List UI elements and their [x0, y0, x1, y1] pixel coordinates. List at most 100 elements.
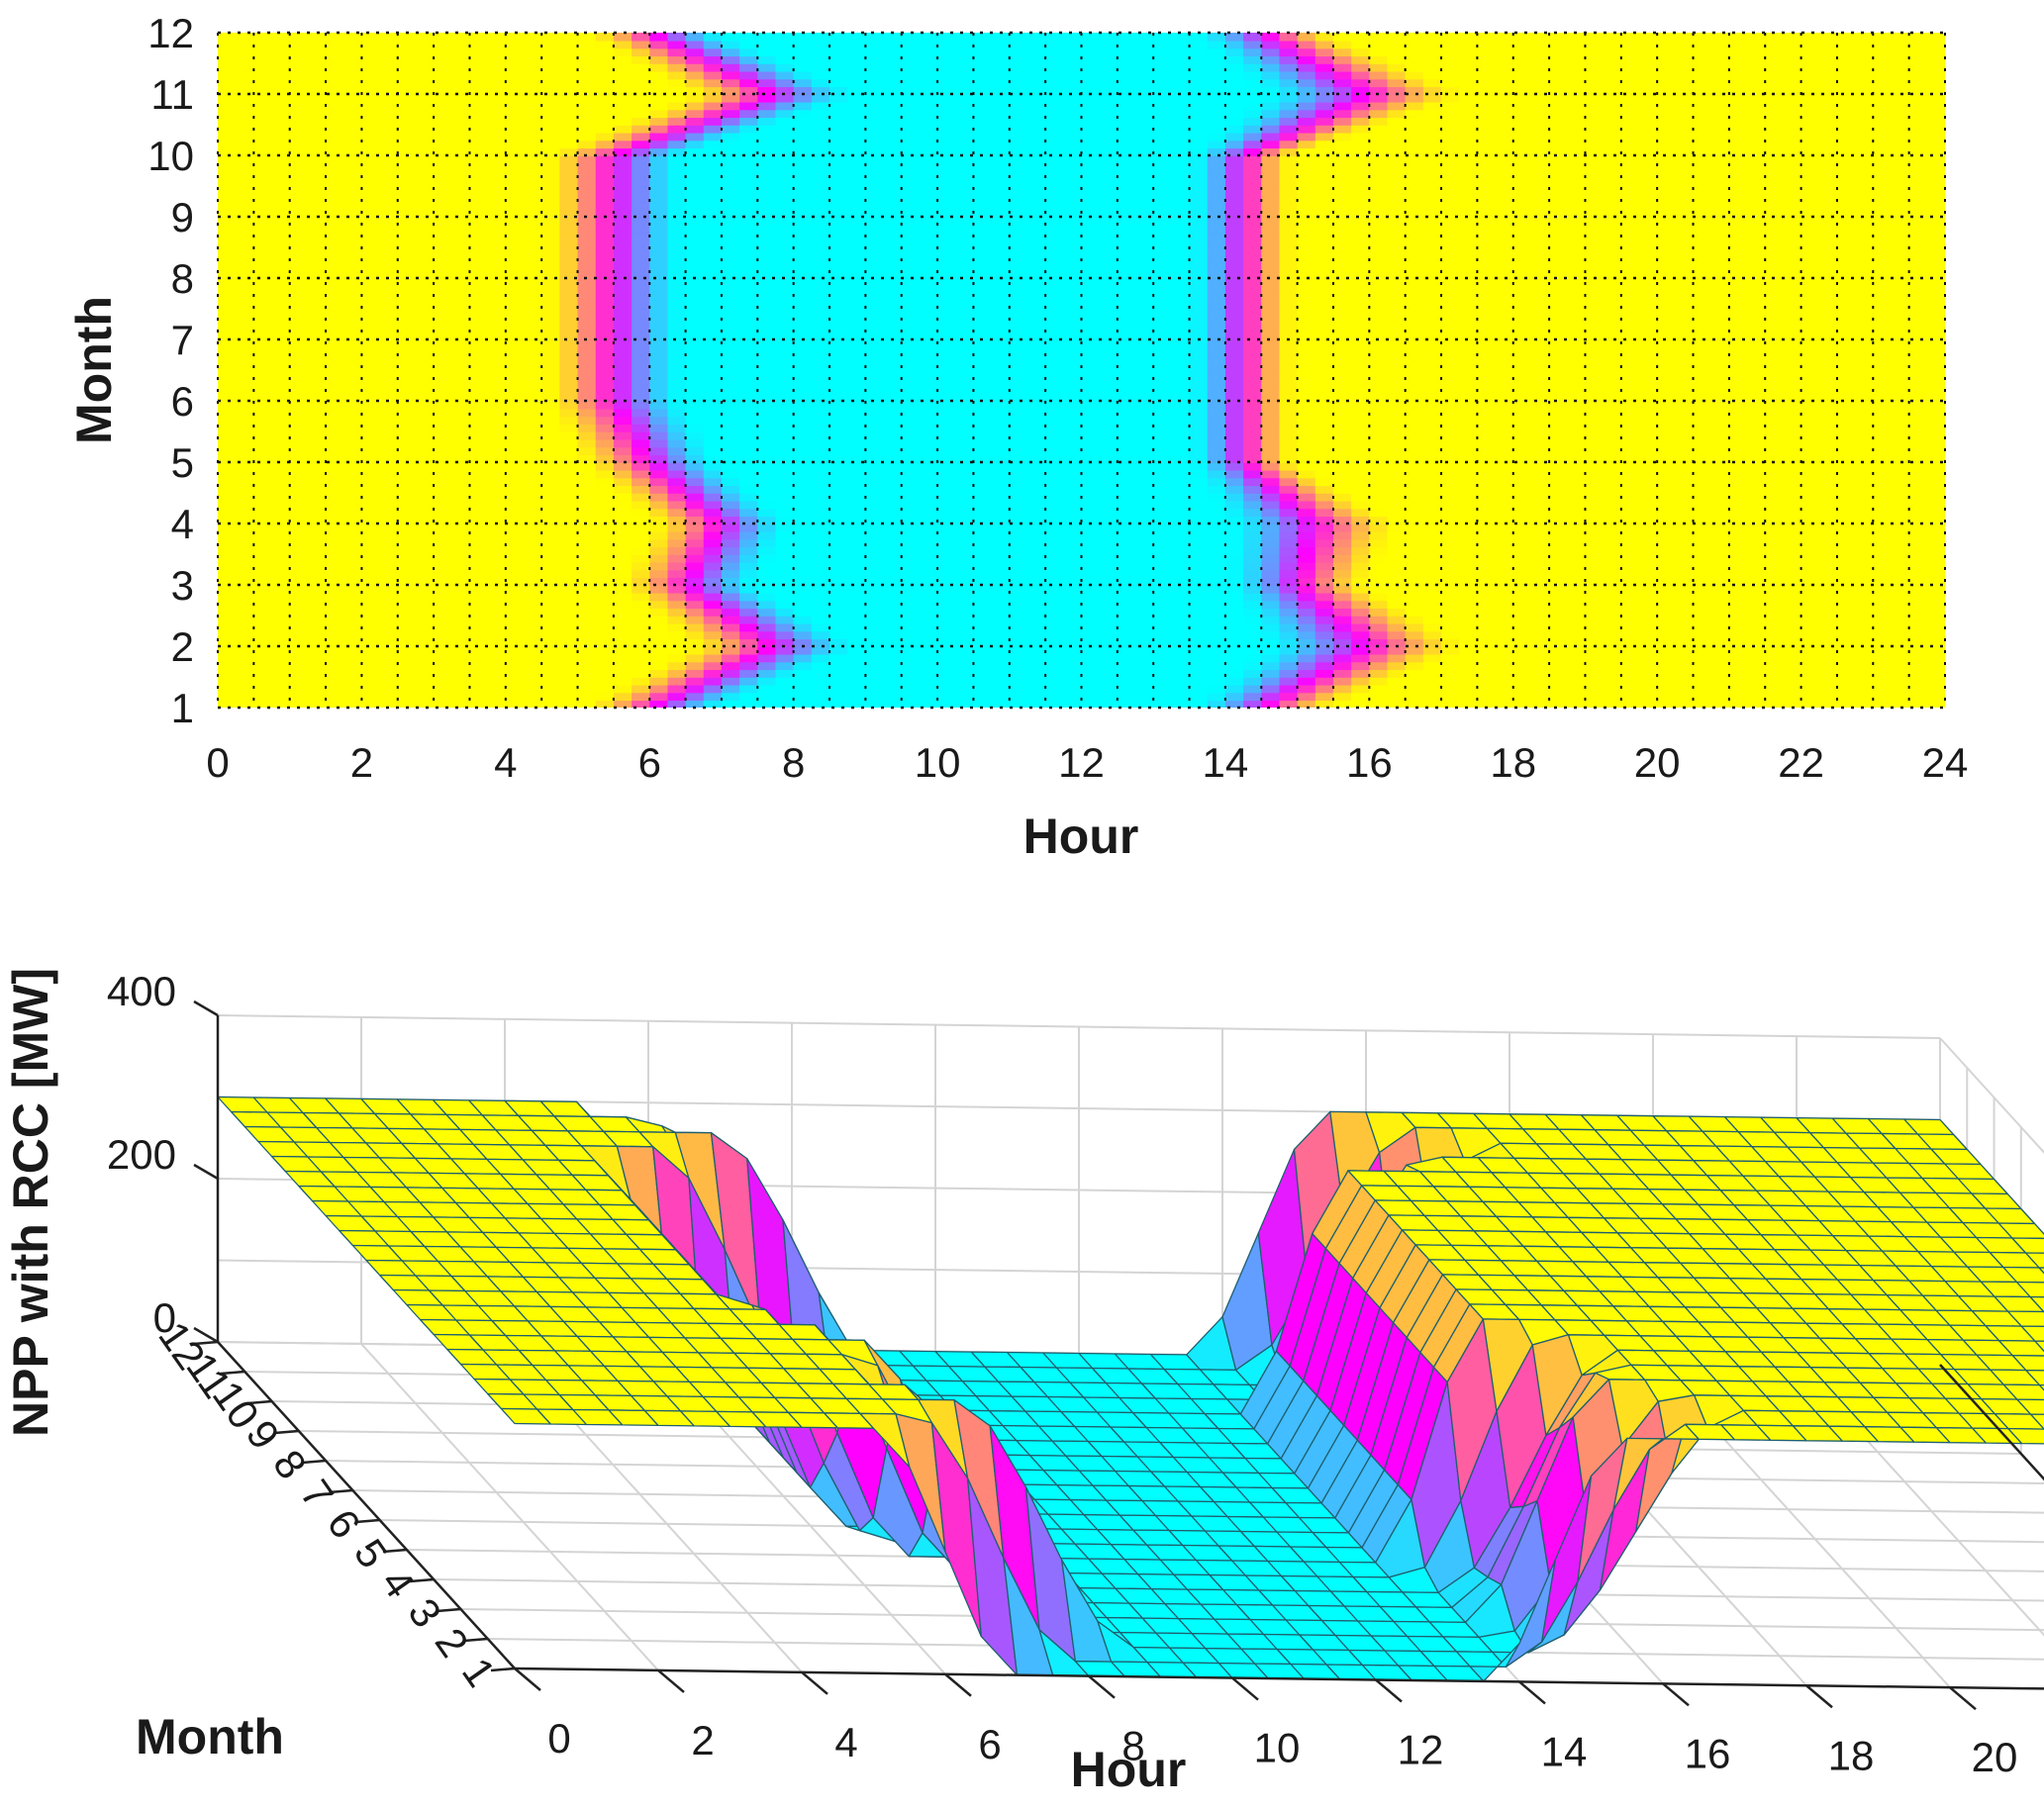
heatmap-cell [829, 530, 848, 540]
heatmap-cell [1009, 370, 1028, 379]
heatmap-cell [685, 516, 705, 524]
heatmap-cell [1297, 684, 1316, 694]
heatmap-cell [487, 569, 507, 579]
heatmap-cell [361, 377, 381, 387]
heatmap-cell [1710, 585, 1730, 594]
heatmap-cell [1728, 538, 1748, 548]
heatmap-cell [1405, 653, 1424, 663]
heatmap-cell [1783, 554, 1802, 563]
heatmap-cell [703, 438, 723, 448]
heatmap-cell [1765, 516, 1785, 524]
heatmap-cell [1926, 431, 1945, 440]
heatmap-cell [1045, 401, 1065, 410]
heatmap-cell [1675, 554, 1695, 563]
heatmap-cell [649, 616, 669, 624]
heatmap-cell [721, 516, 740, 524]
heatmap-cell [703, 469, 723, 479]
heatmap-cell [1728, 408, 1748, 418]
heatmap-cell [1603, 431, 1622, 440]
heatmap-cell [632, 638, 651, 647]
heatmap-cell [613, 669, 633, 678]
heatmap-cell [1189, 401, 1209, 410]
heatmap-cell [1549, 339, 1569, 348]
heatmap-cell [1135, 354, 1155, 364]
heatmap-cell [775, 431, 795, 440]
heatmap-cell [1351, 377, 1371, 387]
heatmap-cell [1495, 424, 1514, 432]
heatmap-cell [307, 393, 327, 402]
heatmap-cell [236, 700, 255, 708]
heatmap-cell [326, 346, 345, 356]
heatmap-cell [451, 530, 471, 540]
heatmap-cell [793, 354, 813, 364]
heatmap-cell [937, 462, 957, 471]
heatmap-cell [775, 669, 795, 678]
heatmap-cell [1387, 385, 1407, 395]
heatmap-cell [577, 677, 597, 686]
heatmap-cell [1710, 316, 1730, 326]
heatmap-cell [883, 538, 903, 548]
heatmap-cell [361, 408, 381, 418]
heatmap-cell [1620, 316, 1640, 326]
heatmap-cell [1495, 524, 1514, 532]
heatmap-cell [541, 462, 561, 471]
heatmap-cell [1405, 393, 1424, 402]
heatmap-cell [1153, 393, 1173, 402]
heatmap-cell [667, 309, 687, 318]
heatmap-cell [1207, 569, 1226, 579]
heatmap-cell [434, 446, 453, 456]
heatmap-cell [1314, 438, 1334, 448]
heatmap-cell [1675, 692, 1695, 702]
heatmap-cell [326, 684, 345, 694]
heatmap-cell [307, 653, 327, 663]
heatmap-cell [1422, 538, 1442, 548]
heatmap-cell [1710, 516, 1730, 524]
heatmap-cell [757, 377, 777, 387]
heatmap-cell [865, 393, 885, 402]
heatmap-cell [1135, 554, 1155, 563]
heatmap-cell [1891, 385, 1910, 395]
heatmap-cell [1477, 416, 1497, 426]
heatmap-cell [559, 346, 579, 356]
heatmap-cell [937, 638, 957, 647]
heatmap-cell [1405, 332, 1424, 340]
heatmap-cell [1891, 309, 1910, 318]
heatmap-cell [326, 585, 345, 594]
heatmap-cell [1620, 424, 1640, 432]
heatmap-cell [1045, 616, 1065, 624]
heatmap-cell [595, 332, 615, 340]
heatmap-cell [434, 677, 453, 686]
heatmap-cell [973, 669, 993, 678]
heatmap-cell [289, 608, 309, 617]
heatmap-cell [1765, 622, 1785, 632]
heatmap-cell [811, 469, 830, 479]
heatmap-cell [991, 316, 1011, 326]
heatmap-cell [1405, 630, 1424, 640]
heatmap-cell [955, 646, 975, 655]
heatmap-cell [1351, 638, 1371, 647]
heatmap-cell [937, 324, 957, 333]
heatmap-cell [1567, 469, 1587, 479]
heatmap-cell [1135, 438, 1155, 448]
heatmap-cell [1891, 585, 1910, 594]
heatmap-cell [1620, 493, 1640, 502]
heatmap-cell [524, 646, 542, 655]
heatmap-cell [811, 592, 830, 602]
heatmap-cell [1873, 454, 1893, 463]
heatmap-cell [1926, 577, 1945, 586]
heatmap-cell [524, 339, 542, 348]
heatmap-cell [1765, 316, 1785, 326]
heatmap-cell [1351, 592, 1371, 602]
heatmap-cell [1638, 700, 1658, 708]
heatmap-cell [973, 401, 993, 410]
heatmap-cell [793, 692, 813, 702]
heatmap-cell [1477, 324, 1497, 333]
heatmap-cell [1332, 385, 1352, 395]
heatmap-cell [1045, 362, 1065, 371]
heatmap-cell [1441, 608, 1461, 617]
heatmap-cell [326, 309, 345, 318]
heatmap-cell [1908, 332, 1928, 340]
heatmap-cell [271, 516, 291, 524]
heatmap-cell [595, 554, 615, 563]
heatmap-cell [847, 646, 867, 655]
